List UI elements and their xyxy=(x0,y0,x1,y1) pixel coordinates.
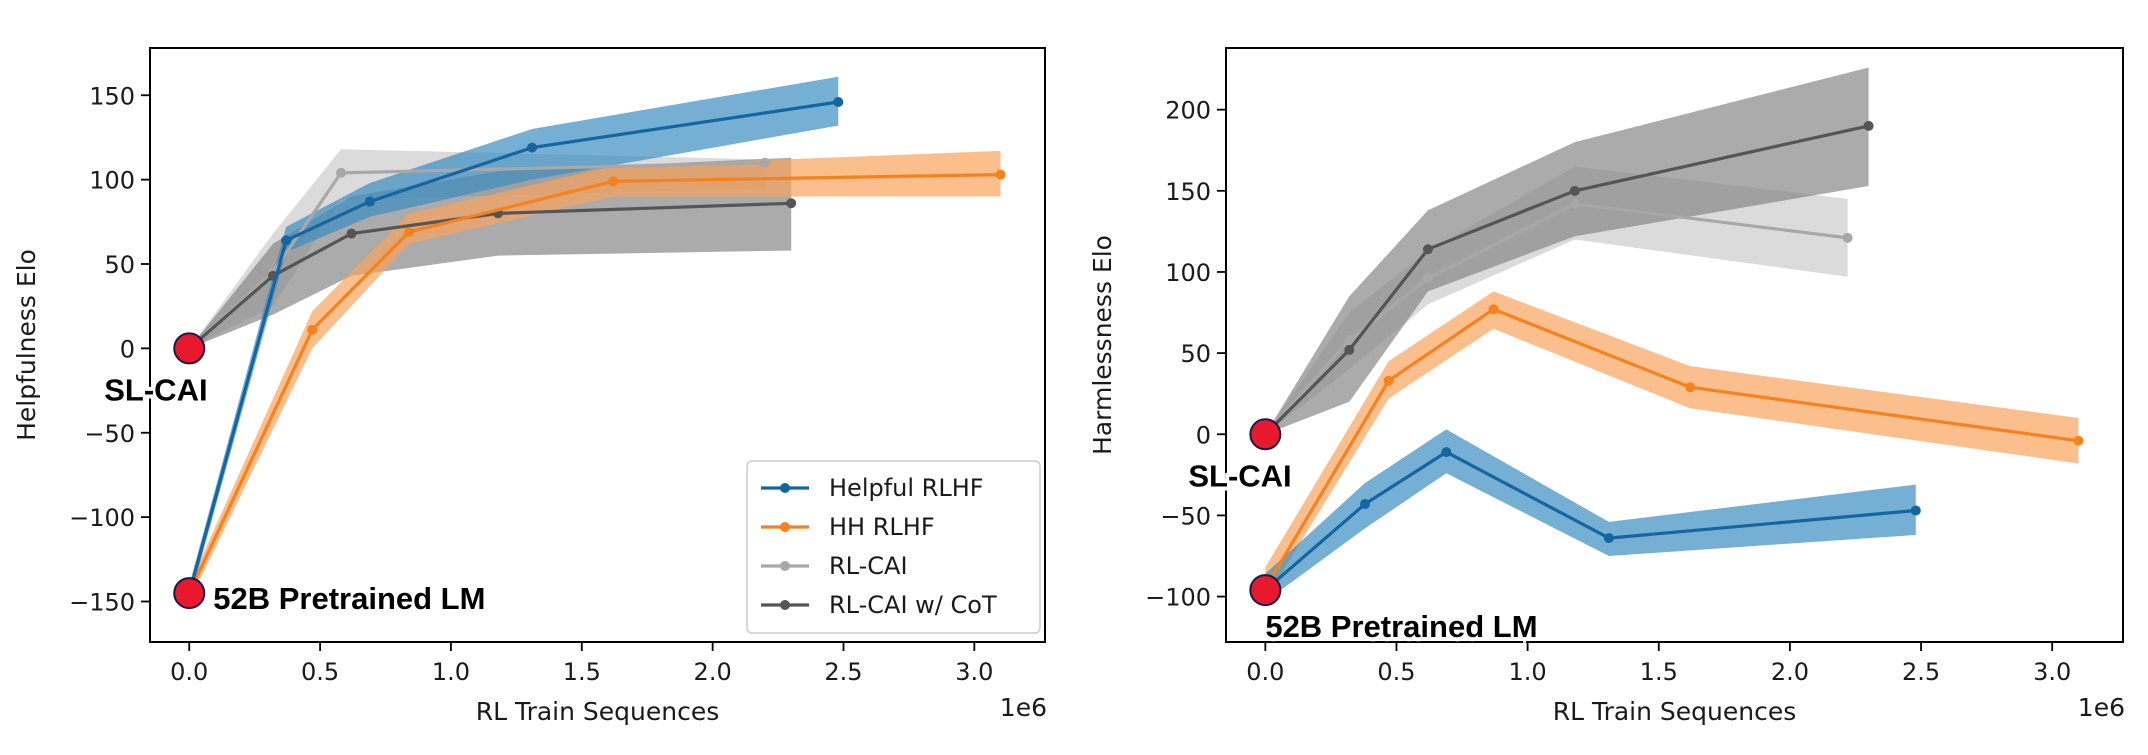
data-point-rl-cai xyxy=(1422,273,1433,284)
y-tick-label: −50 xyxy=(84,420,135,448)
data-point-rl-cai xyxy=(1842,232,1853,243)
data-point-hh-rlhf xyxy=(608,176,619,187)
data-point-helpful-rlhf xyxy=(281,235,292,246)
y-tick-label: 100 xyxy=(89,167,135,195)
data-point-hh-rlhf xyxy=(2073,435,2084,446)
x-tick-label: 3.0 xyxy=(955,658,993,686)
y-axis-title: Helpfulness Elo xyxy=(12,249,41,441)
y-tick-label: 100 xyxy=(1165,259,1211,287)
y-tick-label: −50 xyxy=(1160,502,1211,530)
y-tick-label: 200 xyxy=(1165,97,1211,125)
model-annotation: 52B Pretrained LM xyxy=(213,581,485,616)
data-point-rl-cai xyxy=(336,167,347,178)
data-point-rl-cai-w-cot xyxy=(346,228,357,239)
x-tick-label: 1.5 xyxy=(563,658,601,686)
x-tick-label: 0.0 xyxy=(1246,658,1284,686)
x-axis-title: RL Train Sequences xyxy=(1553,697,1797,726)
y-tick-label: 150 xyxy=(89,82,135,110)
model-annotation: 52B Pretrained LM xyxy=(1265,609,1537,644)
legend-entry: Helpful RLHF xyxy=(829,474,984,502)
plot-area xyxy=(1263,67,2084,602)
x-axis-multiplier: 1e6 xyxy=(1000,693,1047,722)
data-point-helpful-rlhf xyxy=(364,196,375,207)
model-marker-sl-cai xyxy=(173,332,206,365)
y-tick-label: 50 xyxy=(1180,340,1211,368)
axes-frame xyxy=(149,47,1046,643)
y-tick-label: 0 xyxy=(1196,421,1211,449)
x-tick-label: 2.0 xyxy=(1771,658,1809,686)
data-point-hh-rlhf xyxy=(307,324,318,335)
data-point-hh-rlhf xyxy=(1383,375,1394,386)
x-tick-label: 0.0 xyxy=(170,658,208,686)
confidence-band-hh-rlhf xyxy=(189,150,1001,602)
legend-entry: RL-CAI xyxy=(829,552,908,580)
model-annotation: SL-CAI xyxy=(104,372,207,407)
plot-area xyxy=(187,76,1006,602)
data-point-hh-rlhf xyxy=(1488,304,1499,315)
data-point-helpful-rlhf xyxy=(1603,533,1614,544)
y-tick-label: 50 xyxy=(104,251,135,279)
chart-panel-right: 0.0 0.5 1.0 1.5 2.0 2.5 3.0 200 150 100 50 0 −50 −100… xyxy=(1088,47,2125,726)
model-annotation: SL-CAI xyxy=(1188,458,1291,493)
data-point-helpful-rlhf xyxy=(1360,499,1371,510)
legend-swatch-marker xyxy=(780,561,790,571)
x-tick-label: 2.5 xyxy=(824,658,862,686)
legend-box xyxy=(746,460,1041,634)
model-marker-52b-pretrained-lm xyxy=(1249,574,1282,607)
legend-entry: RL-CAI w/ CoT xyxy=(829,591,997,619)
data-point-rl-cai-w-cot xyxy=(1344,344,1355,355)
y-tick-label: 0 xyxy=(120,335,135,363)
legend-swatch-marker xyxy=(780,522,790,532)
x-tick-label: 1.0 xyxy=(432,658,470,686)
data-point-helpful-rlhf xyxy=(1441,447,1452,458)
data-point-rl-cai-w-cot xyxy=(786,198,797,209)
confidence-band-rl-cai xyxy=(1265,166,1848,435)
legend-swatch-marker xyxy=(780,600,790,610)
y-tick-label: −100 xyxy=(1145,584,1211,612)
chart-panel-left: 0.0 0.5 1.0 1.5 2.0 2.5 3.0 150 100 50 0 −50 −100 −15… xyxy=(12,47,1047,726)
data-point-rl-cai-w-cot xyxy=(1422,244,1433,255)
data-point-hh-rlhf xyxy=(1685,382,1696,393)
y-tick-label: −100 xyxy=(69,504,135,532)
data-point-rl-cai-w-cot xyxy=(1569,185,1580,196)
data-point-helpful-rlhf xyxy=(833,97,844,107)
x-tick-label: 1.5 xyxy=(1640,658,1678,686)
axes-frame xyxy=(1225,47,2124,643)
legend: Helpful RLHF HH RLHF RL-CAI RL-CAI w/ CoT xyxy=(746,460,1041,634)
model-marker-sl-cai xyxy=(1249,418,1282,451)
y-tick-label: −150 xyxy=(69,589,135,617)
x-tick-label: 3.0 xyxy=(2033,658,2071,686)
legend-swatch-marker xyxy=(780,483,790,493)
confidence-band-helpful-rlhf xyxy=(189,76,839,602)
y-axis-title: Harmlessness Elo xyxy=(1088,235,1117,455)
data-point-rl-cai xyxy=(1569,198,1580,209)
data-point-helpful-rlhf xyxy=(527,142,538,153)
x-axis-multiplier: 1e6 xyxy=(2078,693,2125,722)
x-axis-title: RL Train Sequences xyxy=(476,697,720,726)
data-point-helpful-rlhf xyxy=(1910,505,1921,516)
confidence-band-helpful-rlhf xyxy=(1265,429,1916,602)
data-point-hh-rlhf xyxy=(995,169,1006,180)
data-point-rl-cai xyxy=(1344,335,1355,346)
y-tick-label: 150 xyxy=(1165,178,1211,206)
data-point-rl-cai-w-cot xyxy=(1863,120,1874,131)
data-point-rl-cai xyxy=(759,157,770,168)
data-point-hh-rlhf xyxy=(404,226,415,237)
model-marker-52b-pretrained-lm xyxy=(173,577,206,610)
x-tick-label: 2.0 xyxy=(694,658,732,686)
legend-entry: HH RLHF xyxy=(829,513,935,541)
x-tick-label: 1.0 xyxy=(1509,658,1547,686)
x-tick-label: 2.5 xyxy=(1902,658,1940,686)
x-tick-label: 0.5 xyxy=(301,658,339,686)
x-tick-label: 0.5 xyxy=(1377,658,1415,686)
confidence-band-rl-cai xyxy=(189,149,766,349)
